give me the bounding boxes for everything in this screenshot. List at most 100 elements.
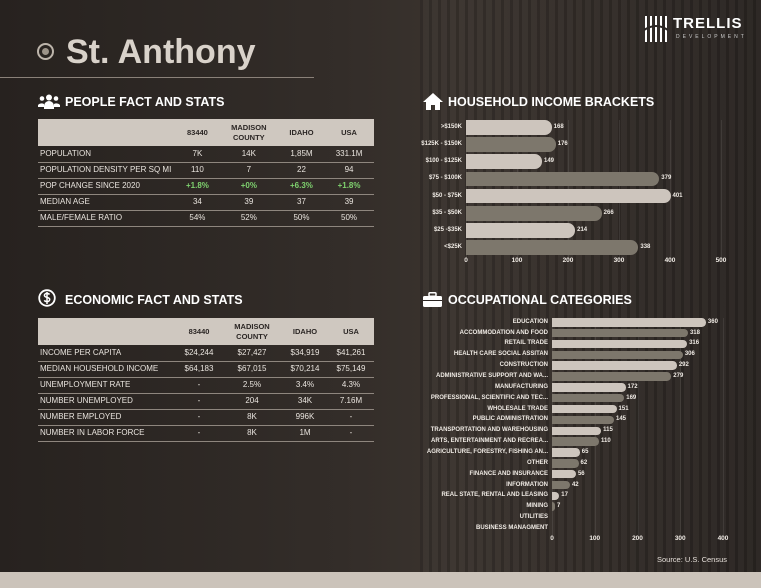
logo-name: TRELLIS xyxy=(673,15,743,32)
cell-value: - xyxy=(176,393,222,410)
data-label: 7 xyxy=(556,503,561,510)
x-tick-label: 300 xyxy=(613,257,625,264)
column-header: IDAHO xyxy=(282,318,328,345)
background-texture xyxy=(420,0,761,572)
category-label: PROFESSIONAL, SCIENTIFIC AND TEC... xyxy=(430,394,548,401)
column-header xyxy=(38,318,176,345)
cell-value: +6.3% xyxy=(278,178,325,195)
cell-value: $70,214 xyxy=(282,361,328,378)
occupational-chart-title: OCCUPATIONAL CATEGORIES xyxy=(448,293,632,307)
row-label: POPULATION xyxy=(38,146,176,163)
cell-value: 204 xyxy=(222,393,282,410)
column-header: MADISON COUNTY xyxy=(222,318,282,345)
cell-value: - xyxy=(328,425,374,442)
category-label: ACCOMMODATION AND FOOD xyxy=(459,329,548,336)
row-label: MALE/FEMALE RATIO xyxy=(38,210,176,227)
x-tick-label: 500 xyxy=(715,257,727,264)
cell-value: 2.5% xyxy=(222,377,282,394)
economic-stats-table: 83440 MADISON COUNTY IDAHO USA INCOME PE… xyxy=(38,318,374,442)
gridline xyxy=(637,318,639,535)
cell-value: +1.8% xyxy=(176,178,219,195)
category-label: FINANCE AND INSURANCE xyxy=(469,470,548,477)
cell-value: 4.3% xyxy=(328,377,374,394)
bar xyxy=(466,188,671,204)
economic-section-heading: ECONOMIC FACT AND STATS xyxy=(65,293,243,307)
data-label: 62 xyxy=(580,459,588,466)
data-label: 110 xyxy=(601,438,611,445)
page-title: St. Anthony xyxy=(66,33,256,71)
x-tick-label: 100 xyxy=(589,535,601,542)
people-section-heading: PEOPLE FACT AND STATS xyxy=(65,95,225,109)
cell-value: - xyxy=(176,377,222,394)
dollar-icon xyxy=(38,289,56,307)
table-row: NUMBER UNEMPLOYED -204 34K 7.16M xyxy=(38,393,374,410)
cell-value: 50% xyxy=(324,210,374,227)
cell-value: $64,183 xyxy=(176,361,222,378)
cell-value: $27,427 xyxy=(222,345,282,362)
bar xyxy=(552,328,688,338)
x-tick-label: 400 xyxy=(717,535,729,542)
gridline xyxy=(723,318,724,535)
bar xyxy=(552,339,688,349)
category-label: MINING xyxy=(526,503,548,510)
row-label: UNEMPLOYMENT RATE xyxy=(38,377,176,394)
category-label: $100 - $125K xyxy=(425,158,462,165)
bar xyxy=(466,240,639,255)
data-label: 115 xyxy=(603,427,613,434)
cell-value: 14K xyxy=(218,146,279,163)
table-row: NUMBER IN LABOR FORCE -8K 1M - xyxy=(38,425,374,442)
table-row: POPULATION DENSITY PER SQ MI 110 7 22 94 xyxy=(38,162,374,179)
row-label: POP CHANGE SINCE 2020 xyxy=(38,178,176,195)
cell-value: 52% xyxy=(218,210,279,227)
row-label: NUMBER EMPLOYED xyxy=(38,409,176,426)
row-label: MEDIAN AGE xyxy=(38,194,176,211)
source-note: Source: U.S. Census xyxy=(656,555,727,564)
category-label: BUSINESS MANAGMENT xyxy=(475,524,548,531)
people-stats-table: 83440 MADISON COUNTY IDAHO USA POPULATIO… xyxy=(38,119,374,227)
x-tick-label: 300 xyxy=(674,535,686,542)
category-label: EDUCATION xyxy=(512,318,548,325)
data-label: 318 xyxy=(689,329,700,336)
x-tick-label: 0 xyxy=(550,535,554,542)
category-label: HEALTH CARE SOCIAL ASSITAN xyxy=(453,351,548,358)
bar xyxy=(552,404,617,414)
footer-bar xyxy=(0,572,761,588)
category-label: ADMINISTRATIVE SUPPORT AND WA... xyxy=(435,373,548,379)
row-label: INCOME PER CAPITA xyxy=(38,345,176,362)
category-label: UTILITIES xyxy=(519,514,548,521)
cell-value: 1,85M xyxy=(278,146,325,163)
table-row: MEDIAN HOUSEHOLD INCOME $64,183 $67,015 $70… xyxy=(38,361,374,378)
bar xyxy=(552,372,672,381)
column-header: USA xyxy=(324,119,374,146)
data-label: 379 xyxy=(661,175,672,182)
income-chart-title: HOUSEHOLD INCOME BRACKETS xyxy=(448,95,655,109)
data-label: 145 xyxy=(615,416,626,423)
cell-value: 7 xyxy=(218,162,279,179)
cell-value: $34,919 xyxy=(282,345,328,362)
bar xyxy=(552,361,677,370)
column-header: 83440 xyxy=(176,119,219,146)
bar xyxy=(552,502,555,511)
data-label: 168 xyxy=(553,123,564,130)
bar xyxy=(552,426,602,435)
data-label: 151 xyxy=(618,405,629,412)
people-icon xyxy=(38,94,60,109)
bar xyxy=(552,459,579,468)
category-label: OTHER xyxy=(527,459,548,466)
cell-value: 331.1M xyxy=(324,146,374,163)
column-header: 83440 xyxy=(176,318,222,345)
cell-value: $75,149 xyxy=(328,361,374,378)
category-label: <$25K xyxy=(444,244,462,251)
data-label: 214 xyxy=(577,226,588,233)
bar xyxy=(552,393,625,403)
category-label: $50 - $75K xyxy=(432,192,462,199)
bar xyxy=(466,223,576,238)
bar xyxy=(552,318,706,327)
cell-value: 8K xyxy=(222,425,282,442)
data-label: 172 xyxy=(627,383,638,390)
column-header: USA xyxy=(328,318,374,345)
gridline xyxy=(721,120,722,258)
cell-value: - xyxy=(328,409,374,426)
x-tick-label: 200 xyxy=(562,257,574,264)
